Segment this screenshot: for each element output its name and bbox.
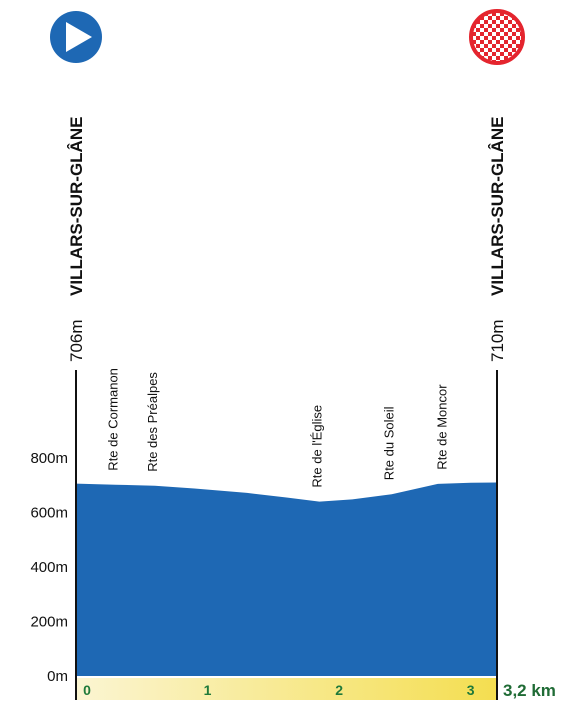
road-annotation: Rte de l'Église [309,405,324,488]
x-tick-label: 1 [204,682,212,698]
finish-altitude-label: 710m [488,319,507,362]
road-annotations: Rte de Cormanon Rte des Préalpes Rte de l'… [106,368,450,488]
x-tick-label: 0 [83,682,91,698]
total-distance-label: 3,2 km [503,681,556,700]
distance-bar [76,678,497,700]
play-arrow-icon [66,22,92,52]
road-annotation: Rte de Moncor [434,384,449,470]
y-tick-label: 400m [30,559,68,576]
finish-place-label: VILLARS-SUR-GLÂNE [488,117,507,296]
x-axis-ticks: 0 1 2 3 [83,682,475,698]
start-altitude-label: 706m [67,319,86,362]
y-axis-ticks: 0m 200m 400m 600m 800m [30,450,68,685]
x-tick-label: 2 [335,682,343,698]
y-tick-label: 200m [30,614,68,631]
road-annotation: Rte des Préalpes [145,372,160,472]
start-place-label: VILLARS-SUR-GLÂNE [67,117,86,296]
y-tick-label: 600m [30,505,68,522]
x-tick-label: 3 [467,682,475,698]
road-annotation: Rte de Cormanon [106,368,121,471]
start-marker [50,11,102,63]
y-tick-label: 0m [47,668,68,685]
finish-marker [469,9,525,65]
elevation-area [76,482,497,676]
y-tick-label: 800m [30,450,68,467]
road-annotation: Rte du Soleil [382,406,397,480]
